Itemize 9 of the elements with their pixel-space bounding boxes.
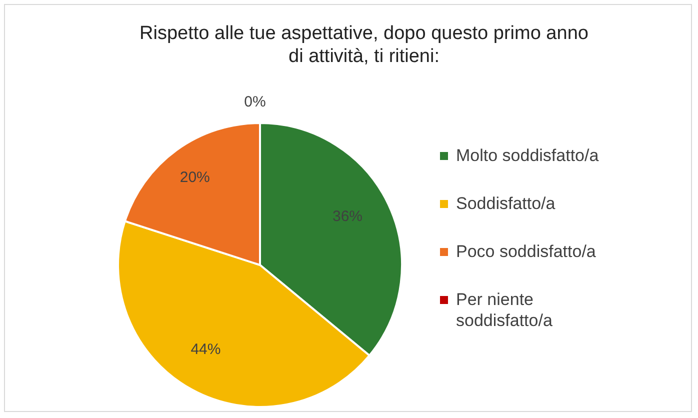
- legend-label: Per niente soddisfatto/a: [456, 289, 554, 331]
- legend-label: Molto soddisfatto/a: [456, 145, 600, 166]
- data-label: 36%: [332, 208, 363, 225]
- legend-label: Poco soddisfatto/a: [456, 241, 597, 262]
- data-label: 20%: [180, 168, 210, 186]
- chart-title: Rispetto alle tue aspettative, dopo questo primo anno di attività, ti ritieni:: [138, 22, 590, 68]
- legend-label: Soddisfatto/a: [456, 193, 556, 214]
- text: 0%: [244, 94, 266, 110]
- data-label: 44%: [190, 341, 221, 358]
